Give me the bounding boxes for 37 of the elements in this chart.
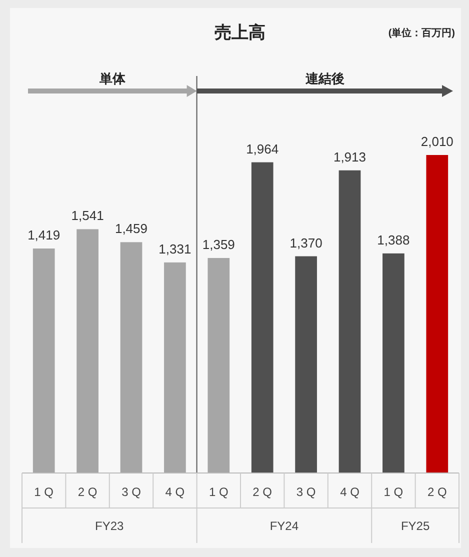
x-tick-label: 1 Q	[34, 485, 54, 499]
data-label: 2,010	[420, 134, 454, 149]
data-label: 1,331	[158, 241, 192, 256]
data-label: 1,459	[114, 221, 148, 236]
data-label: 1,388	[377, 232, 410, 248]
bar	[164, 262, 186, 473]
data-label: 1,964	[246, 141, 279, 156]
data-label: 1,370	[290, 235, 322, 250]
x-tick-label: 1 Q	[384, 485, 404, 499]
bar	[338, 170, 361, 473]
x-tick-label: 3 Q	[296, 485, 316, 499]
text: FY24	[270, 519, 299, 533]
text: FY25	[400, 519, 430, 533]
data-label: 1,541	[71, 208, 104, 224]
x-tick-label: 2 Q	[252, 485, 272, 499]
x-tick-label: 2 Q	[427, 485, 447, 499]
text: 連結後	[304, 71, 344, 86]
bar	[208, 258, 230, 473]
bar	[76, 229, 98, 473]
text: FY23	[95, 519, 124, 533]
data-label: 1,913	[333, 149, 366, 164]
bar	[32, 248, 55, 473]
x-tick-label: 4 Q	[340, 485, 360, 499]
bar	[120, 242, 142, 473]
x-tick-label: 4 Q	[165, 485, 185, 499]
bar	[382, 253, 404, 473]
data-label: 1,419	[28, 228, 60, 242]
bar	[295, 256, 317, 473]
x-tick-label: 3 Q	[122, 485, 141, 499]
x-tick-label: 1 Q	[208, 485, 228, 499]
bar	[426, 155, 448, 473]
chart-title: 売上高	[214, 23, 266, 42]
text: 単体	[98, 71, 126, 86]
x-tick-label: 2 Q	[78, 485, 98, 499]
data-label: 1,359	[202, 236, 235, 252]
bar	[251, 162, 274, 473]
text: (単位：百万円)	[388, 27, 455, 39]
